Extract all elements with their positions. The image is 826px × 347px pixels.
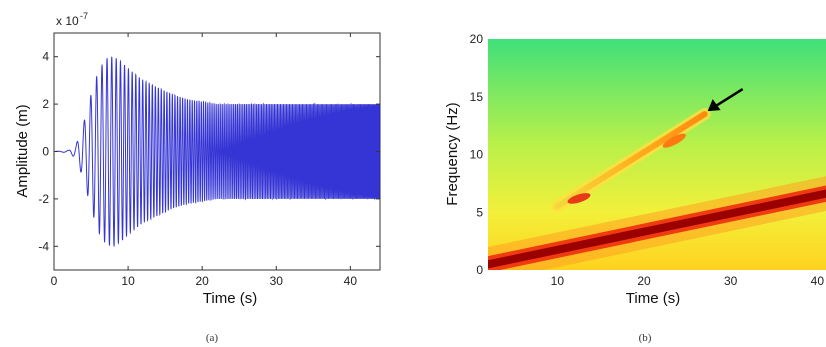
panel-a-x-label: Time (s): [203, 290, 257, 307]
panel-a-caption: (a): [206, 332, 219, 344]
panel-b-y-ticks: 0 5 10 15 20: [470, 32, 484, 277]
panel-a-y-ticks: -4 -2 0 2 4: [38, 50, 380, 253]
x-tick-label: 20: [637, 274, 651, 288]
panel-a-signal-group: [54, 56, 380, 248]
signal-line: [54, 56, 380, 248]
y-tick-label: 10: [470, 148, 484, 162]
panel-b-heatmap: [488, 39, 826, 270]
y-tick-label: 15: [470, 90, 484, 104]
x-tick-label: 30: [724, 274, 738, 288]
annotation-arrow: [707, 88, 744, 112]
x-tick-label: 10: [551, 274, 565, 288]
y-tick-label: -2: [38, 192, 49, 206]
panel-b-x-label: Time (s): [626, 290, 680, 307]
heatmap-ridges: [488, 108, 826, 270]
harmonic-ridge: [554, 111, 708, 210]
panel-b: 10 20 30 40 0 5 10 15 20 Time (s) Frequency (Hz…: [444, 32, 826, 344]
x-tick-label: 20: [196, 274, 210, 288]
y-tick-label: 4: [42, 50, 49, 64]
panel-a-y-exponent: -7: [80, 11, 88, 21]
x-tick-label: 0: [51, 274, 58, 288]
panel-b-caption: (b): [639, 332, 652, 344]
x-tick-label: 10: [121, 274, 135, 288]
panel-a-x-ticks: 0 10 20 30 40: [51, 33, 358, 288]
x-tick-label: 40: [344, 274, 358, 288]
y-tick-label: 0: [42, 145, 49, 159]
y-tick-label: 5: [476, 205, 483, 219]
panel-a-y-label: Amplitude (m): [14, 104, 31, 197]
y-tick-label: 2: [42, 97, 49, 111]
y-tick-label: 20: [470, 32, 484, 46]
arrow-shaft: [715, 88, 744, 108]
y-tick-label: 0: [476, 263, 483, 277]
x-tick-label: 40: [811, 274, 825, 288]
arrow-head: [707, 99, 721, 112]
harmonic-hotspot: [662, 133, 686, 148]
x-tick-label: 30: [270, 274, 284, 288]
harmonic-hotspot: [567, 193, 591, 204]
panel-a: 0 10 20 30 40 -4 -2 0 2 4 x 10 -7 Time (s) Ampli…: [14, 11, 381, 344]
panel-b-y-label: Frequency (Hz): [444, 102, 461, 205]
panel-a-y-multiplier: x 10: [56, 14, 79, 28]
panel-b-x-ticks: 10 20 30 40: [551, 274, 825, 288]
y-tick-label: -4: [38, 239, 49, 253]
fundamental-ridge: [488, 189, 826, 269]
